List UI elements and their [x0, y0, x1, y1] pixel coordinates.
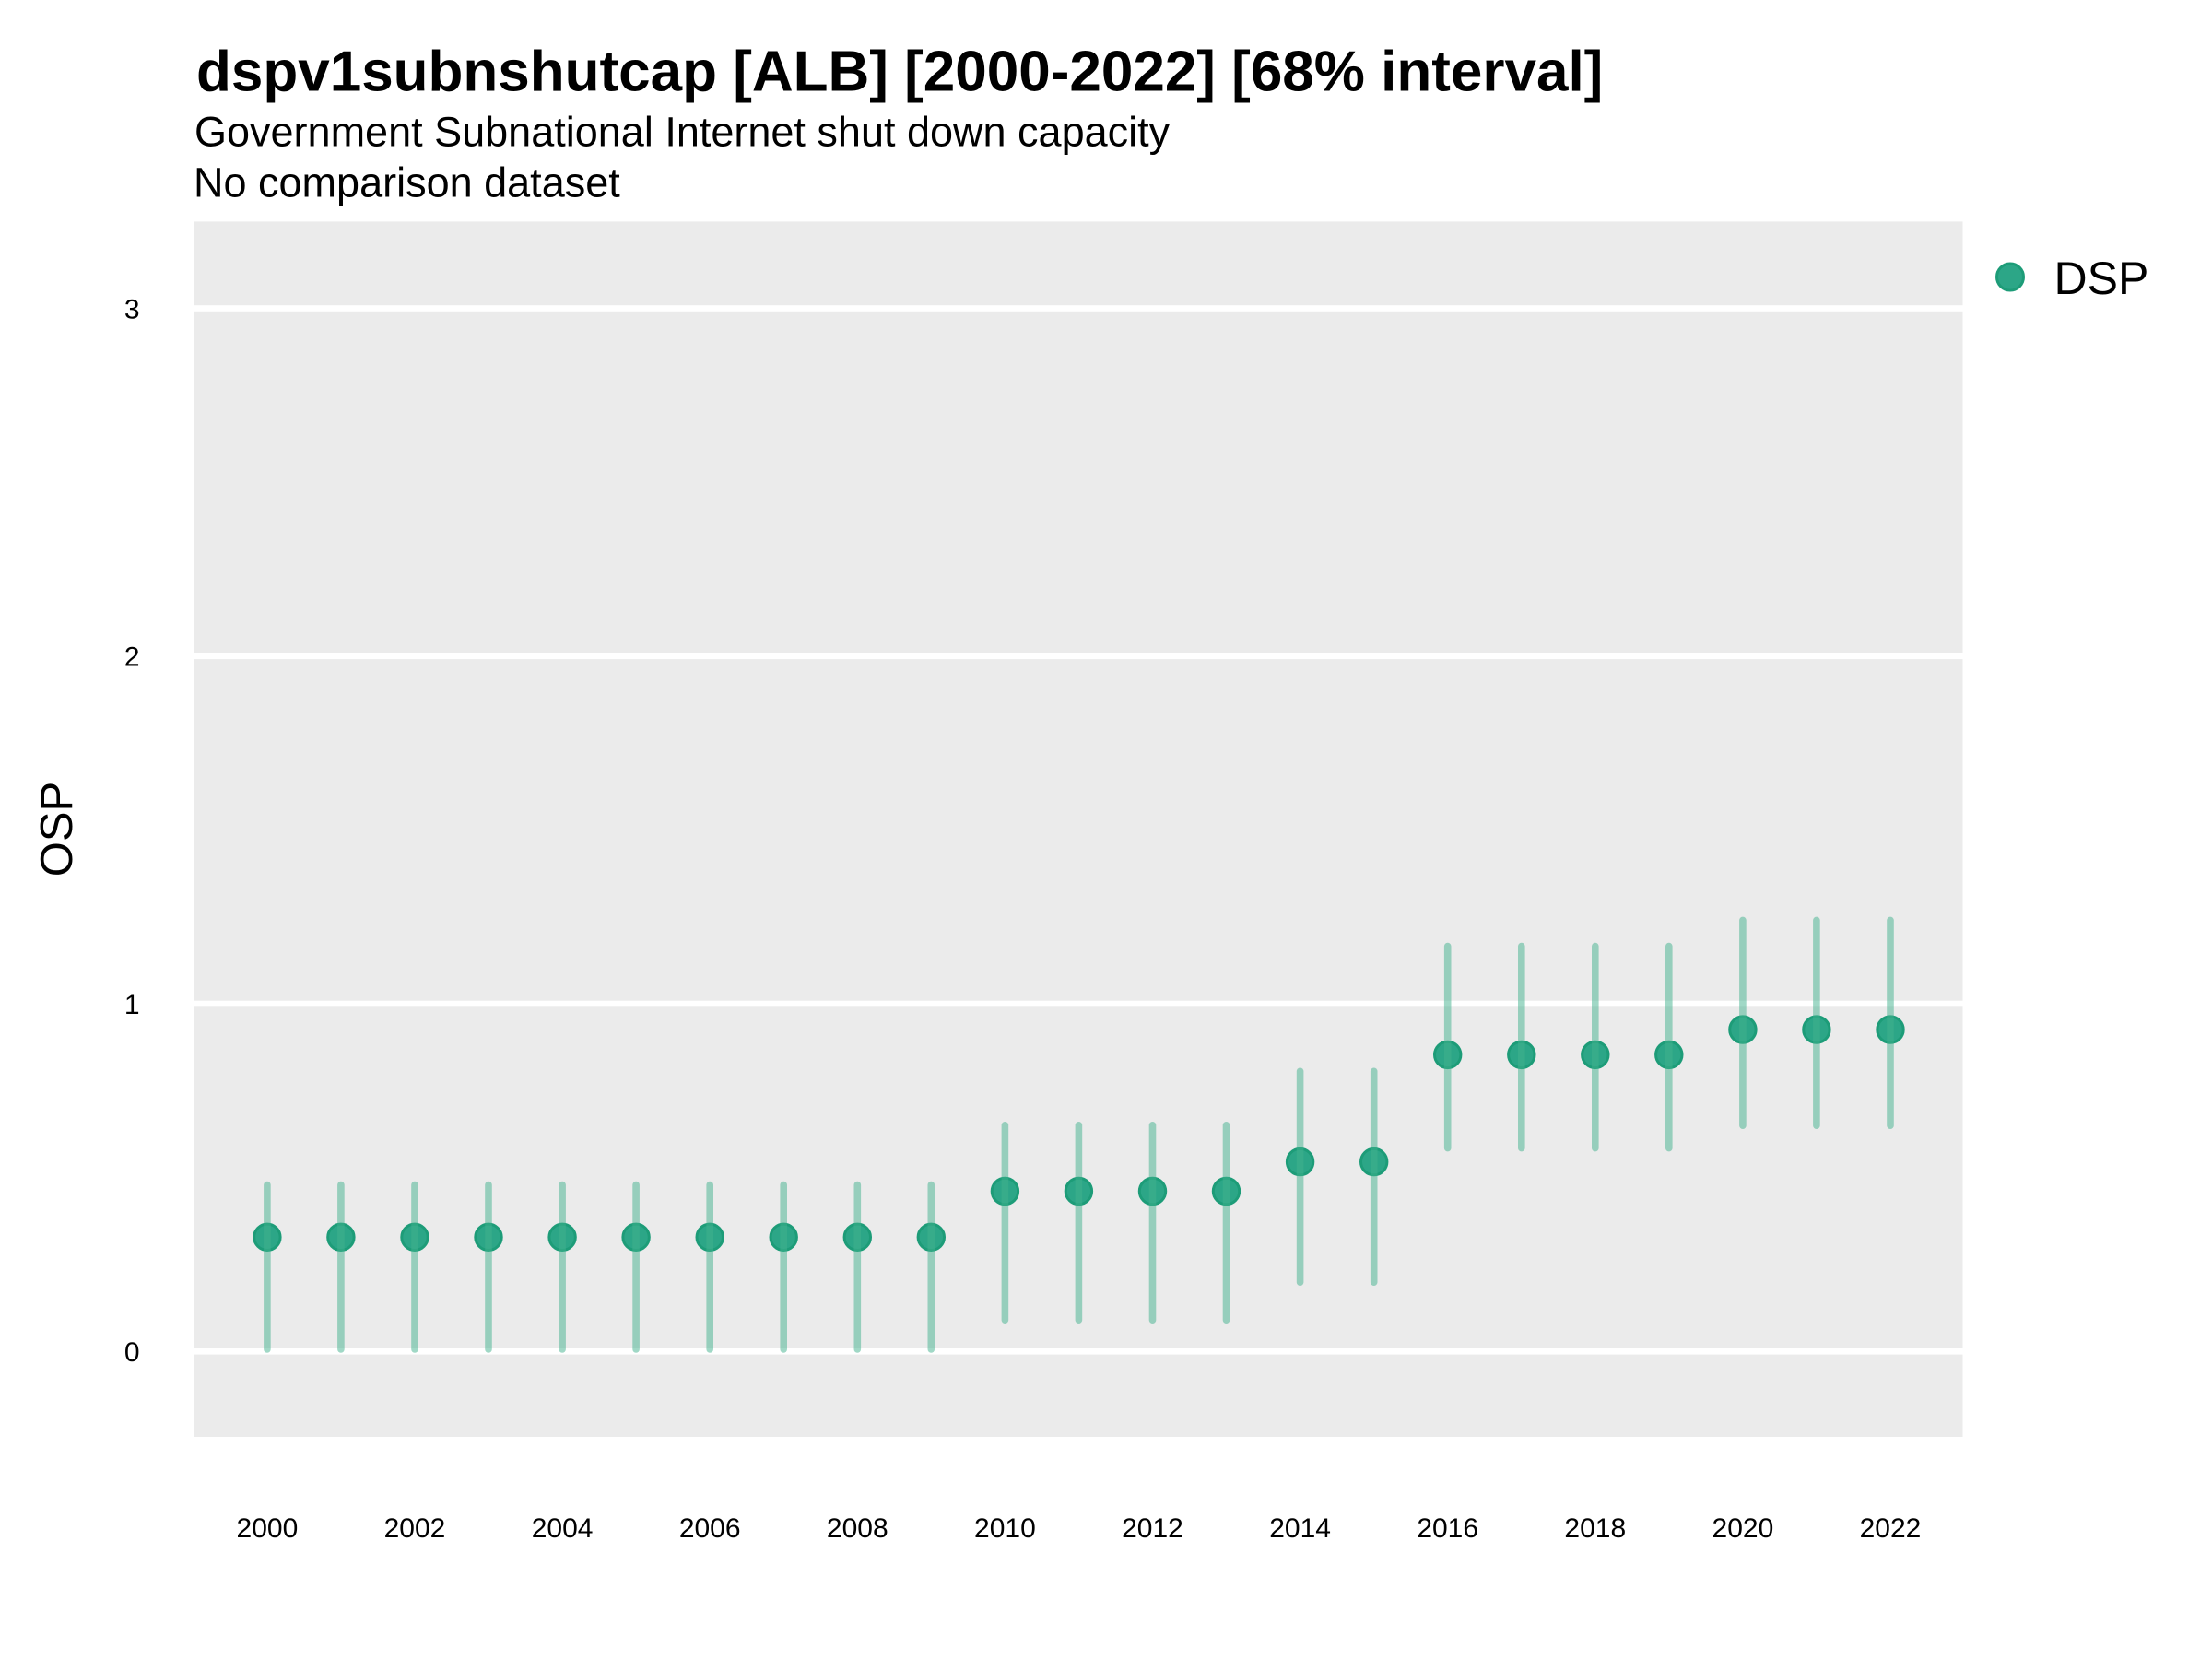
svg-text:DSP: DSP	[2054, 253, 2149, 304]
svg-text:3: 3	[124, 294, 140, 324]
svg-text:2: 2	[124, 642, 140, 673]
svg-text:1: 1	[124, 990, 140, 1020]
svg-text:dspv1subnshutcap [ALB] [2000-2: dspv1subnshutcap [ALB] [2000-2022] [68% …	[196, 40, 1603, 103]
svg-text:2018: 2018	[1564, 1513, 1626, 1544]
svg-text:2016: 2016	[1417, 1513, 1478, 1544]
svg-text:2014: 2014	[1269, 1513, 1331, 1544]
svg-text:No comparison dataset: No comparison dataset	[194, 159, 620, 206]
svg-text:2000: 2000	[237, 1513, 299, 1544]
svg-text:OSP: OSP	[32, 782, 82, 877]
svg-text:2020: 2020	[1712, 1513, 1774, 1544]
svg-text:0: 0	[124, 1337, 140, 1368]
svg-text:2012: 2012	[1122, 1513, 1183, 1544]
svg-text:2010: 2010	[974, 1513, 1036, 1544]
svg-text:2022: 2022	[1860, 1513, 1922, 1544]
svg-text:Government Subnational Interne: Government Subnational Internet shut dow…	[194, 108, 1171, 155]
svg-text:2008: 2008	[827, 1513, 888, 1544]
svg-text:2002: 2002	[384, 1513, 446, 1544]
svg-text:2006: 2006	[679, 1513, 741, 1544]
svg-text:2004: 2004	[532, 1513, 594, 1544]
